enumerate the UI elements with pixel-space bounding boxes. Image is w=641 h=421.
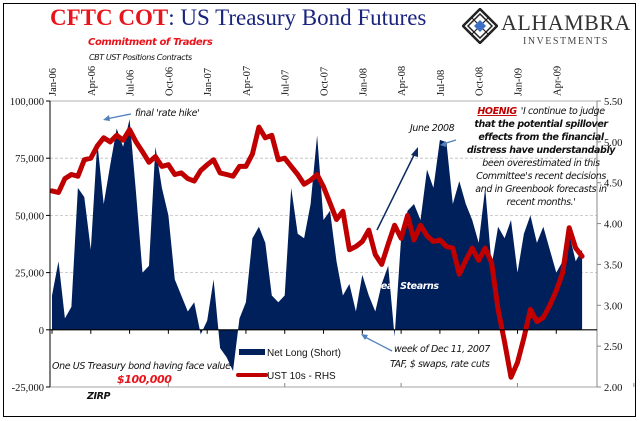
dec-2007-arrowhead bbox=[361, 334, 368, 340]
x-tick-label: Oct-06 bbox=[164, 67, 175, 96]
hoenig-quote: HOENIG 'I continue to judge that the pote… bbox=[467, 106, 617, 208]
annotation-bear-stearns: Bear Stearns bbox=[374, 281, 439, 292]
x-tick-label: Jul-08 bbox=[436, 70, 447, 96]
hoenig-quote-line-0: 'I continue to judge bbox=[521, 106, 605, 117]
right-axis-ticks: 2.00 2.50 3.00 3.50 4.00 4.50 5.00 5.50 bbox=[597, 97, 622, 394]
hoenig-line-1: that the potential spillover bbox=[474, 119, 609, 130]
left-tick-label: -25,000 bbox=[12, 383, 44, 394]
hoenig-line-2: effects from the financial bbox=[478, 132, 605, 143]
chart-subtitle-2: CBT UST Positions Contracts bbox=[89, 53, 192, 62]
hoenig-line-7: recent months.' bbox=[507, 197, 576, 208]
net-long-area-layer bbox=[52, 119, 583, 371]
annotation-dec-2007-line1: week of Dec 11, 2007 bbox=[394, 344, 490, 355]
x-tick-label: Apr-08 bbox=[397, 66, 408, 96]
legend-label-ust10: UST 10s - RHS bbox=[267, 371, 336, 382]
hoenig-line-0: HOENIG 'I continue to judge bbox=[477, 106, 605, 117]
june-2008-arrowhead bbox=[411, 147, 418, 157]
x-tick-label: Apr-06 bbox=[87, 66, 98, 96]
x-tick-label: Oct-07 bbox=[320, 67, 331, 96]
diamond-lattice-icon bbox=[462, 8, 498, 44]
hoenig-line-4: been overestimated in this bbox=[482, 158, 600, 169]
title-part2: : US Treasury Bond Futures bbox=[168, 5, 427, 30]
hoenig-line-5: Committee's recent decisions bbox=[476, 171, 606, 182]
rate-hike-arrowhead bbox=[103, 115, 110, 121]
june-2008-arrowhead-2 bbox=[440, 141, 446, 147]
legend-swatch-net-long bbox=[239, 349, 265, 355]
x-tick-label: Apr-07 bbox=[242, 66, 253, 96]
x-tick-label: Oct-08 bbox=[475, 67, 486, 96]
annotation-rate-hike: final 'rate hike' bbox=[135, 108, 199, 119]
x-tick-label: Jan-07 bbox=[203, 68, 214, 96]
logo-name: ALHAMBRA bbox=[501, 10, 631, 35]
chart-subtitle: Commitment of Traders bbox=[88, 37, 213, 48]
ust10-line bbox=[49, 124, 585, 380]
right-tick-label: 4.00 bbox=[604, 220, 622, 231]
x-tick-label: Apr-09 bbox=[552, 66, 563, 96]
right-tick-label: 2.00 bbox=[604, 383, 622, 394]
legend-label-net-long: Net Long (Short) bbox=[267, 348, 341, 359]
chart-title: CFTC COT: US Treasury Bond Futures bbox=[50, 5, 426, 31]
annotation-june-2008: June 2008 bbox=[408, 123, 455, 134]
annotation-dec-2007-line2: TAF, $ swaps, rate cuts bbox=[390, 359, 490, 370]
right-tick-label: 5.50 bbox=[604, 97, 622, 108]
left-tick-label: 75,000 bbox=[15, 154, 44, 165]
dec-2007-arrow bbox=[364, 336, 393, 352]
left-tick-label: 25,000 bbox=[15, 269, 44, 280]
rate-hike-arrow bbox=[105, 113, 132, 120]
june-2008-arrow bbox=[376, 152, 416, 231]
left-tick-label: 50,000 bbox=[15, 211, 44, 222]
net-long-area bbox=[52, 119, 583, 371]
x-axis-ticks: Jan-06 Apr-06 Jul-06 Oct-06 Jan-07 Apr-07 Jul-… bbox=[48, 66, 635, 387]
legend: Net Long (Short) UST 10s - RHS bbox=[236, 348, 341, 382]
annotation-face-value-amount: $100,000 bbox=[117, 373, 172, 386]
right-tick-label: 5.00 bbox=[604, 138, 622, 149]
annotation-zirp: ZIRP bbox=[86, 391, 111, 402]
x-tick-label: Jan-08 bbox=[358, 68, 369, 96]
left-tick-label: 100,000 bbox=[10, 97, 44, 108]
x-tick-label: Jul-06 bbox=[126, 70, 137, 96]
x-tick-label: Jan-06 bbox=[48, 68, 59, 96]
annotation-face-value: One US Treasury bond having face value bbox=[52, 361, 231, 372]
right-tick-label: 4.50 bbox=[604, 179, 622, 190]
axes bbox=[49, 101, 598, 388]
right-tick-label: 3.50 bbox=[604, 260, 622, 271]
title-part1: CFTC COT bbox=[50, 5, 169, 30]
right-tick-label: 3.00 bbox=[604, 301, 622, 312]
right-tick-label: 2.50 bbox=[604, 342, 622, 353]
x-tick-label: Jan-09 bbox=[513, 68, 524, 96]
left-tick-label: 0 bbox=[39, 326, 44, 337]
ust10-line-layer bbox=[49, 124, 585, 380]
x-tick-label: Jul-07 bbox=[281, 70, 292, 96]
hoenig-line-3: distress have understandably bbox=[467, 145, 616, 156]
hoenig-label: HOENIG bbox=[477, 106, 517, 117]
left-axis-ticks: -25,000 0 25,000 50,000 75,000 100,000 bbox=[10, 97, 50, 394]
logo-sub: INVESTMENTS bbox=[523, 36, 609, 47]
hoenig-line-6: and in Greenbook forecasts in bbox=[475, 184, 607, 195]
